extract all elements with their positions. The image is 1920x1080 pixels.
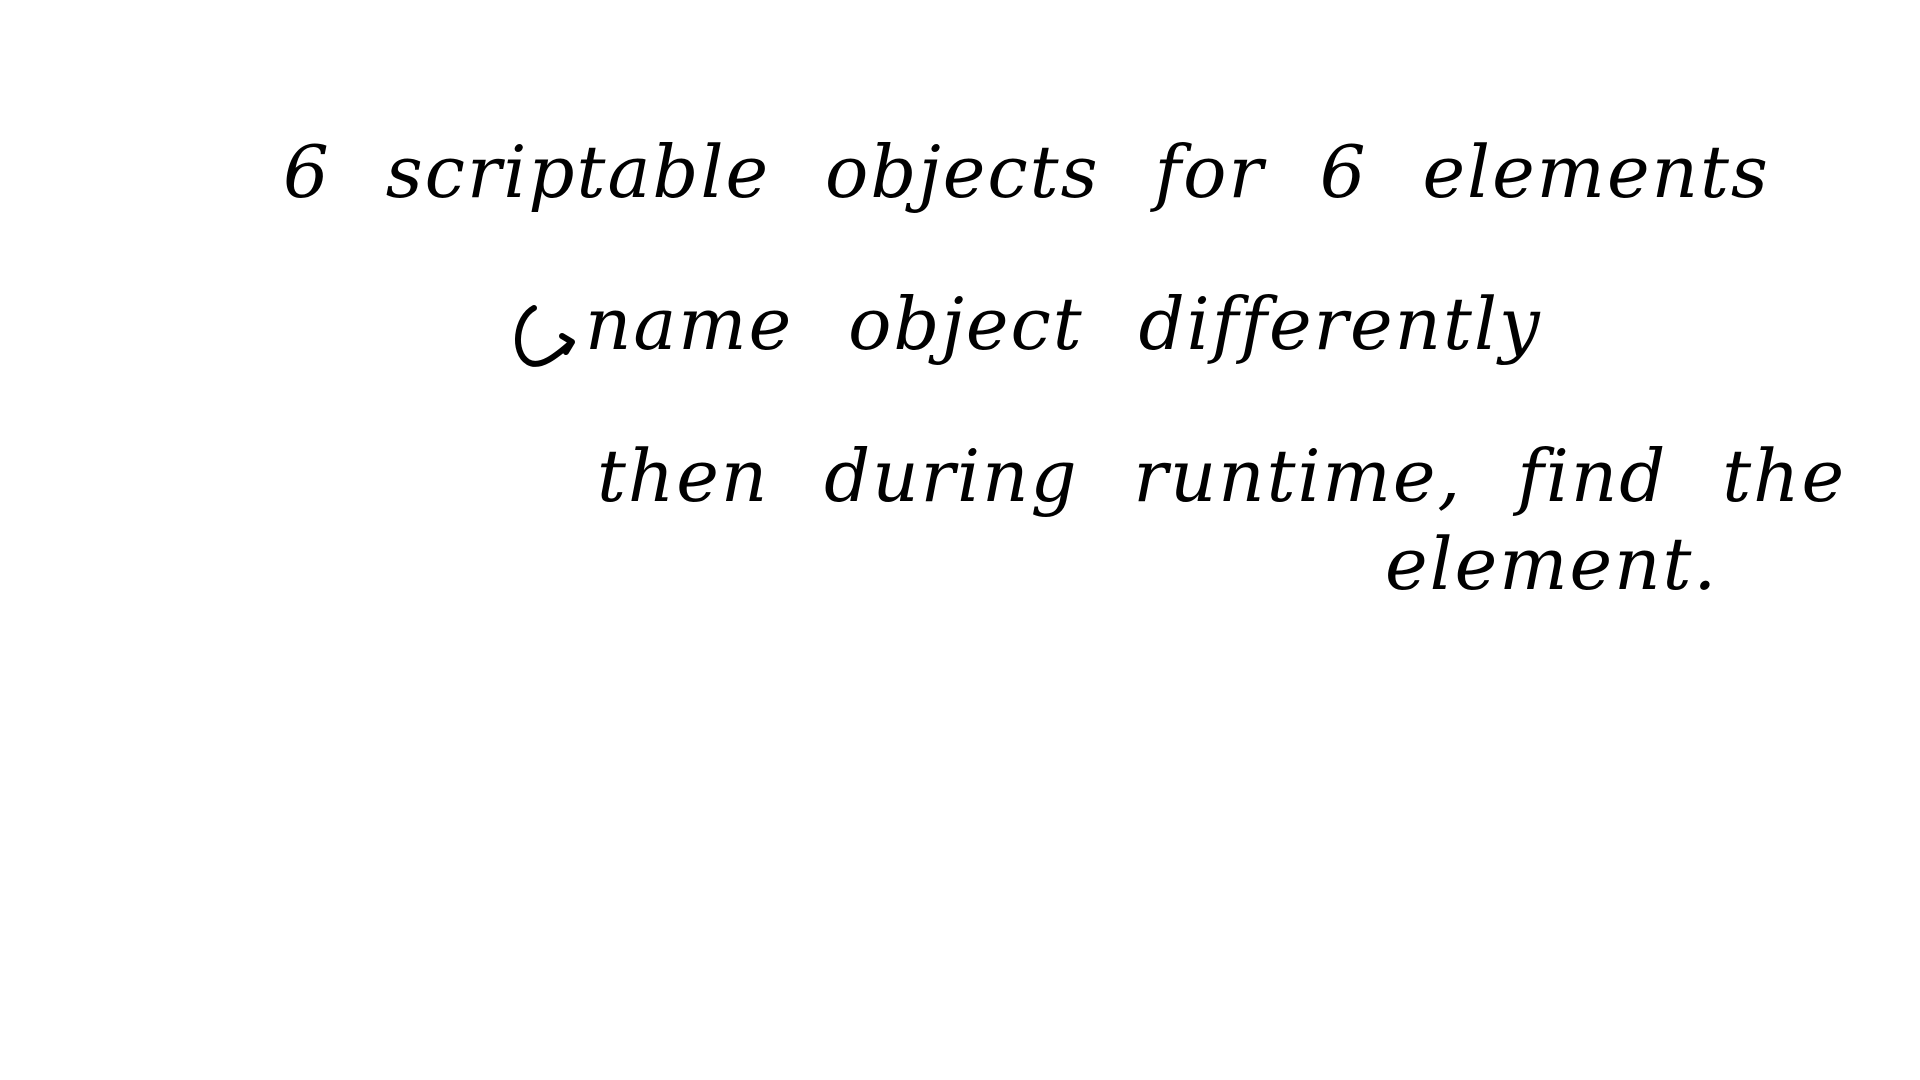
note-line-3: then during runtime, find the xyxy=(597,434,1847,518)
note-line-4: element. xyxy=(1385,522,1719,606)
note-line-2: name object differently xyxy=(585,282,1542,366)
note-line-1: 6 scriptable objects for 6 elements xyxy=(283,130,1770,214)
